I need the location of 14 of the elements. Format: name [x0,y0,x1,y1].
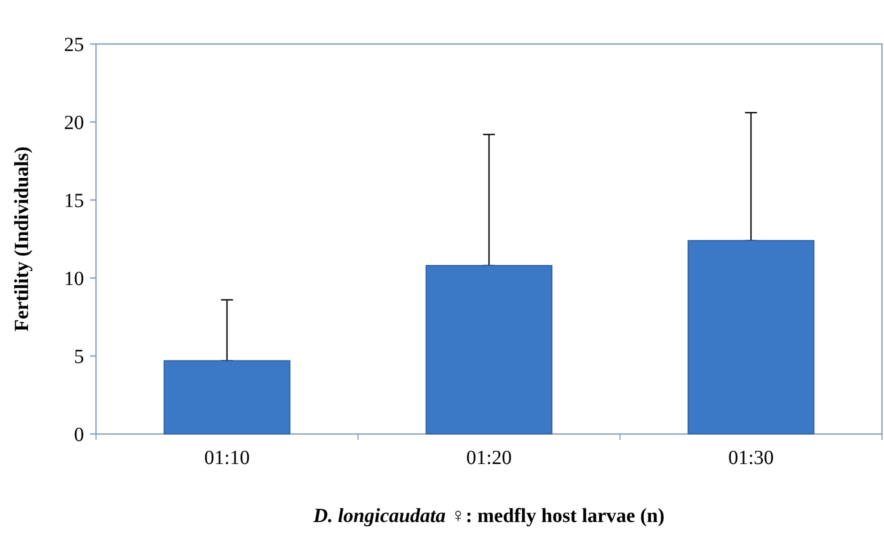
y-tick-label: 15 [64,190,84,212]
y-tick-label: 10 [64,268,84,290]
x-tick-label: 01:10 [204,447,250,469]
x-tick-label: 01:30 [728,447,774,469]
y-tick-label: 5 [74,346,84,368]
y-tick-label: 25 [64,34,84,56]
bar [164,360,290,434]
y-axis-title: Fertility (Individuals) [11,146,33,332]
x-axis-title: D. longicaudata ♀: medfly host larvae (n) [312,505,665,527]
y-tick-label: 0 [74,424,84,446]
bar [426,265,552,434]
bar [688,240,814,434]
y-tick-label: 20 [64,112,84,134]
x-tick-label: 01:20 [466,447,512,469]
